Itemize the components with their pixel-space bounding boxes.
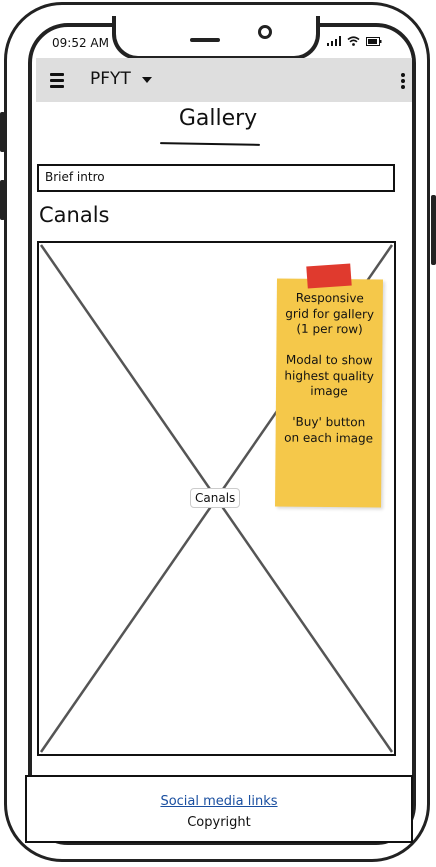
side-button-left-middle [0,180,5,220]
wifi-icon [347,36,360,46]
sticky-note: Responsive grid for gallery (1 per row) … [275,278,383,508]
side-button-left-top [0,112,5,152]
status-time: 09:52 AM [52,36,109,50]
speaker-grille [190,38,220,42]
caret-down-icon[interactable] [142,77,152,83]
sticky-note-line: Modal to show highest quality image [284,352,374,399]
image-caption: Canals [190,488,241,508]
sticky-note-line: 'Buy' button on each image [284,414,374,445]
intro-text-box: Brief intro [37,164,395,192]
sticky-note-text: Responsive grid for gallery (1 per row) … [283,291,374,462]
copyright-text: Copyright [187,815,251,830]
sticky-note-tape [306,263,352,289]
sticky-note-line: Responsive grid for gallery (1 per row) [285,290,375,337]
status-icons [327,36,382,46]
app-title[interactable]: PFYT [90,69,131,89]
hamburger-menu-icon[interactable] [50,73,64,91]
page-footer: Social media links Copyright [25,775,413,843]
section-title: Canals [39,203,110,227]
social-media-link[interactable]: Social media links [160,794,278,809]
side-button-right [431,195,436,265]
page-title: Gallery [178,106,258,131]
app-header: PFYT [36,58,412,102]
battery-icon [366,36,382,46]
kebab-menu-icon[interactable] [401,73,405,91]
camera-icon [258,25,272,39]
signal-icon [327,36,341,46]
